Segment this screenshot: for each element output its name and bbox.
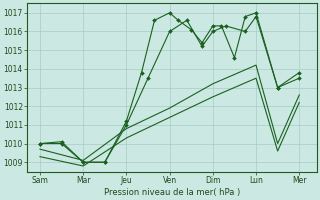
- X-axis label: Pression niveau de la mer( hPa ): Pression niveau de la mer( hPa ): [104, 188, 240, 197]
